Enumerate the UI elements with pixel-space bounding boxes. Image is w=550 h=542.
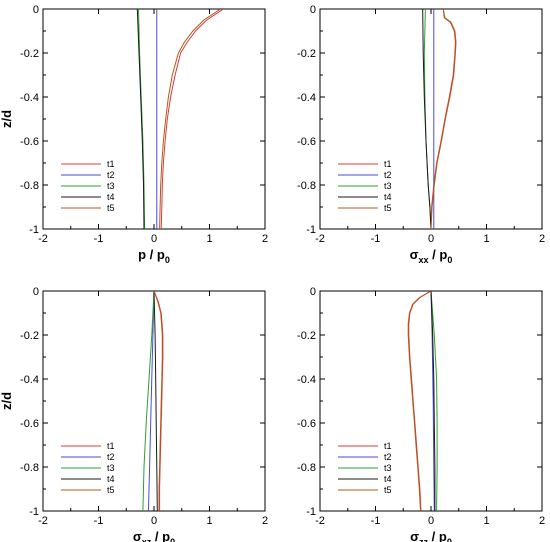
y-tick-label: -0.2	[297, 48, 316, 60]
series-line-t1	[160, 9, 224, 229]
y-tick-label: -0.2	[20, 48, 39, 60]
y-tick-label: -0.6	[297, 418, 316, 430]
x-tick-label: 1	[206, 233, 212, 245]
y-tick-label: -0.8	[20, 180, 39, 192]
legend-label-t5: t5	[384, 485, 392, 495]
y-tick-label: -1	[29, 506, 39, 518]
series-line-t4	[136, 9, 145, 229]
legend-label-t1: t1	[107, 159, 115, 169]
series-line-t4	[422, 9, 432, 229]
y-tick-label: -0.2	[20, 330, 39, 342]
x-tick-label: -2	[315, 233, 325, 245]
x-tick-label: 1	[483, 515, 489, 527]
x-tick-label: 0	[428, 515, 434, 527]
x-tick-label: 1	[483, 233, 489, 245]
y-axis-label: z/d	[0, 110, 14, 128]
plot-frame	[319, 8, 543, 230]
legend-label-t1: t1	[384, 159, 392, 169]
legend-label-t3: t3	[384, 463, 392, 473]
y-tick-label: -0.8	[297, 462, 316, 474]
x-tick-label: -1	[94, 233, 104, 245]
legend-label-t5: t5	[384, 203, 392, 213]
x-tick-label: -2	[38, 515, 48, 527]
y-tick-label: 0	[310, 4, 316, 16]
legend-label-t3: t3	[384, 181, 392, 191]
y-tick-label: -0.6	[20, 418, 39, 430]
x-tick-label: 0	[151, 233, 157, 245]
y-tick-label: -0.4	[20, 92, 39, 104]
legend-label-t2: t2	[384, 170, 392, 180]
series-line-t5	[153, 291, 163, 511]
series-line-t5	[407, 291, 432, 511]
y-tick-label: -0.4	[20, 374, 39, 386]
legend-label-t2: t2	[384, 452, 392, 462]
y-tick-label: 0	[310, 286, 316, 298]
y-tick-label: -1	[306, 224, 316, 236]
y-tick-label: -0.4	[297, 92, 316, 104]
x-tick-label: -1	[94, 515, 104, 527]
series-line-t3	[138, 9, 146, 229]
y-tick-label: -0.8	[20, 462, 39, 474]
legend-label-t4: t4	[384, 474, 392, 484]
y-tick-label: -0.4	[297, 374, 316, 386]
legend-label-t2: t2	[107, 452, 115, 462]
series-line-t3	[430, 291, 438, 511]
y-tick-label: -0.6	[297, 136, 316, 148]
y-tick-label: 0	[33, 4, 39, 16]
legend-label-t1: t1	[107, 441, 115, 451]
x-tick-label: 0	[428, 233, 434, 245]
plot-frame	[319, 290, 543, 512]
legend-label-t3: t3	[107, 181, 115, 191]
legend-label-t4: t4	[384, 192, 392, 202]
legend-label-t4: t4	[107, 192, 115, 202]
legend-label-t2: t2	[107, 170, 115, 180]
x-tick-label: 1	[206, 515, 212, 527]
series-line-t2	[147, 291, 155, 511]
chart-panel-1: -2 -1 0 1 20-0.2-0.4-0.6-0.8-1z/dp / p0t1t2t…	[0, 4, 268, 265]
y-tick-label: -1	[306, 506, 316, 518]
series-line-t4	[430, 291, 436, 511]
x-tick-label: -2	[38, 233, 48, 245]
plot-frame	[42, 8, 266, 230]
x-tick-label: 2	[262, 515, 268, 527]
x-tick-label: -1	[371, 515, 381, 527]
legend-label-t4: t4	[107, 474, 115, 484]
x-axis-label: p / p0	[138, 247, 170, 265]
y-axis-label: z/d	[0, 392, 14, 410]
x-tick-label: 0	[151, 515, 157, 527]
y-tick-label: -0.8	[297, 180, 316, 192]
x-axis-label: σxz / p0	[133, 529, 175, 542]
series-line-t5	[159, 9, 221, 229]
y-tick-label: 0	[33, 286, 39, 298]
plot-frame	[42, 290, 266, 512]
x-axis-label: σxx / p0	[410, 247, 453, 265]
legend-label-t5: t5	[107, 203, 115, 213]
y-tick-label: -1	[29, 224, 39, 236]
x-tick-label: -1	[371, 233, 381, 245]
series-line-t1	[408, 291, 432, 511]
series-line-t1	[430, 9, 456, 229]
legend-label-t1: t1	[384, 441, 392, 451]
x-axis-label: σzz / p0	[410, 529, 452, 542]
x-tick-label: 2	[262, 233, 268, 245]
x-tick-label: 2	[539, 515, 545, 527]
legend-label-t3: t3	[107, 463, 115, 473]
y-tick-label: -0.6	[20, 136, 39, 148]
y-tick-label: -0.2	[297, 330, 316, 342]
x-tick-label: 2	[539, 233, 545, 245]
series-line-t3	[142, 291, 155, 511]
series-line-t4	[153, 291, 158, 511]
legend-label-t5: t5	[107, 485, 115, 495]
x-tick-label: -2	[315, 515, 325, 527]
series-line-t5	[430, 9, 457, 229]
